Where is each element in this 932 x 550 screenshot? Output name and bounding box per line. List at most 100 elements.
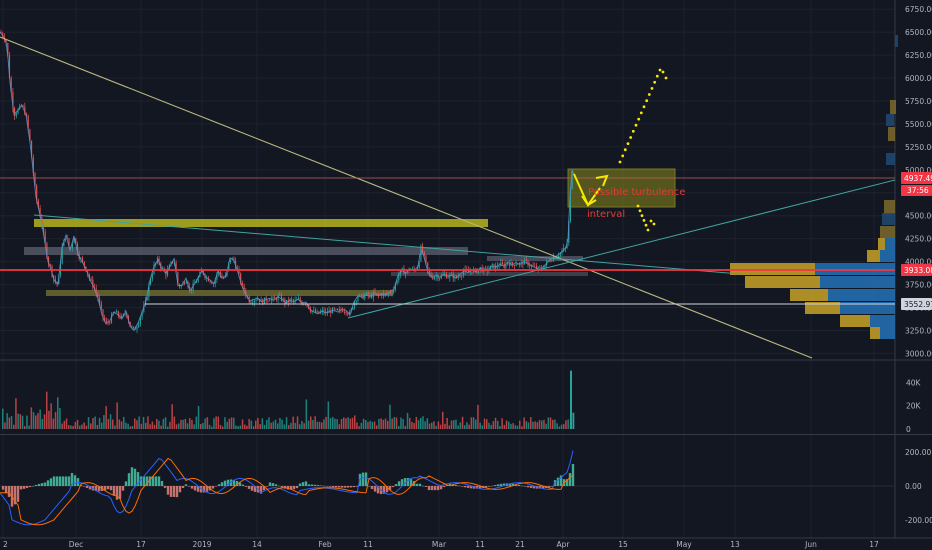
candle-body-123 [209,281,211,283]
price-tag-support-red: 3933.08 [901,264,932,276]
volume-bar-139 [307,420,310,429]
macd-hist-84 [250,486,254,491]
macd-hist-178 [532,486,536,489]
volume-bar-35 [79,425,81,429]
candle-body-36 [61,246,63,264]
candle-body-89 [151,273,153,280]
volume-bar-145 [321,422,323,429]
volume-bar-50 [112,419,114,429]
volume-bar-22 [50,403,52,429]
volume-bar-53 [118,419,121,429]
volume-bar-27 [61,423,63,429]
vp-dim-6 [880,226,895,238]
candle-body-83 [141,311,143,318]
volume-bar-221 [488,422,490,429]
volume-bar-19 [43,414,46,429]
macd-hist-116 [346,486,350,488]
candle-body-249 [423,252,425,256]
volume-bar-182 [402,418,404,429]
volume-bar-247 [545,423,547,429]
macd-hist-35 [103,486,107,491]
candle-body-77 [131,326,133,328]
macd-hist-59 [175,486,179,498]
candle-body-252 [428,270,430,274]
time-axis-label-6: 11 [363,540,373,549]
candle-body-87 [148,284,150,298]
volume-bar-98 [217,416,220,429]
candle-body-174 [296,299,298,300]
macd-hist-191 [571,463,575,486]
volume-bar-256 [565,420,567,429]
candle-body-198 [337,308,339,311]
macd-hist-55 [163,486,167,488]
volume-bar-72 [160,425,162,429]
candle-body-71 [121,316,123,319]
volume-bar-155 [343,417,345,429]
volume-bar-158 [349,418,352,429]
macd-hist-33 [97,486,101,492]
volume-bar-232 [512,423,514,429]
candle-body-204 [347,313,349,315]
candle-body-269 [457,276,459,278]
macd-hist-154 [460,486,464,487]
volume-bar-114 [252,426,255,429]
macd-hist-76 [226,479,230,486]
volume-bar-120 [266,420,268,429]
candle-body-271 [461,275,463,277]
price-axis-label-1: 3250.00 [905,326,932,335]
volume-bar-126 [279,417,281,429]
volume-bar-60 [134,418,136,429]
volume-bar-63 [140,423,143,429]
volume-bar-149 [329,418,332,429]
macd-hist-172 [514,484,518,486]
volume-bar-69 [153,424,156,429]
volume-bar-245 [541,420,543,429]
price-tag-current: 4937.49 [901,172,932,184]
volume-bar-55 [123,416,125,429]
macd-hist-104 [310,484,314,486]
candle-body-190 [323,309,325,313]
macd-hist-126 [376,486,380,494]
macd-hist-124 [370,486,374,490]
volume-bar-183 [404,425,407,429]
candle-body-20 [34,173,36,186]
macd-hist-106 [316,485,320,486]
price-axis-label-3: 3750.00 [905,281,932,290]
macd-hist-74 [220,482,224,486]
projection-dot-down-0 [636,204,640,208]
volume-bar-92 [204,418,206,429]
drawing-zones [24,168,676,296]
candle-body-104 [177,272,179,285]
candle-body-299 [508,262,510,266]
volume-bar-192 [424,421,426,429]
macd-hist-115 [343,486,347,488]
candle-body-207 [352,307,354,310]
macd-hist-29 [85,486,89,489]
volume-bar-117 [259,424,261,429]
volume-bar-178 [393,416,396,429]
volume-bar-200 [442,411,444,429]
volume-bar-121 [268,417,270,429]
macd-hist-111 [331,486,335,488]
volume-bar-93 [206,417,209,429]
price-axis-label-15: 6750.00 [905,5,932,14]
zone-grey-lower [391,272,588,276]
macd-hist-122 [364,472,368,486]
projection-dot-down-3 [642,219,646,222]
candle-body-171 [291,298,293,300]
volume-bar-49 [109,414,112,429]
candle-body-19 [32,157,34,174]
drawing-lines[interactable] [0,36,896,359]
candle-body-238 [405,272,407,275]
volume-bar-24 [54,412,57,429]
candle-body-52 [88,274,90,279]
projection-dot-up-5 [631,129,635,133]
macd-hist-107 [319,485,323,486]
candle-body-335 [569,189,572,222]
macd-hist-117 [349,486,353,488]
volume-bar-129 [285,417,288,429]
volume-bar-236 [521,426,523,429]
macd-hist-62 [184,484,188,486]
